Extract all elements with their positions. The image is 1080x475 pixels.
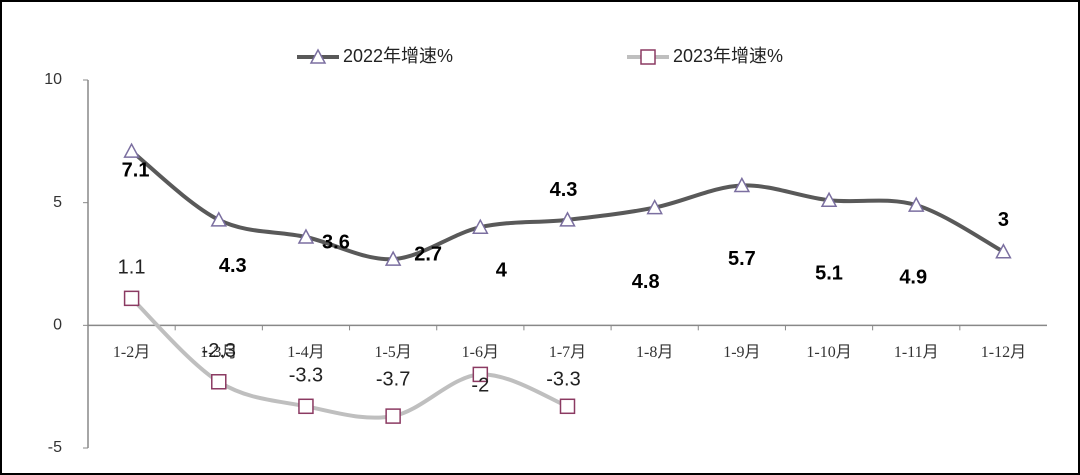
marker [472, 366, 489, 383]
data-label: 1.1 [118, 257, 146, 279]
marker [907, 196, 925, 212]
x-tick-label: 1-9月 [723, 344, 760, 361]
legend-marker [309, 48, 327, 64]
marker [297, 228, 315, 244]
x-tick-label: 1-11月 [894, 344, 939, 361]
marker [559, 398, 576, 415]
x-tick-label: 1-2月 [113, 344, 150, 361]
data-label: 4.9 [899, 266, 927, 288]
marker [298, 398, 314, 415]
data-label: -2 [471, 375, 489, 397]
data-label: -2.3 [202, 340, 236, 362]
data-label: -3.3 [289, 365, 323, 387]
data-label: 3.6 [322, 231, 350, 253]
y-tick-label: 0 [53, 317, 62, 334]
marker [210, 211, 228, 227]
marker [472, 218, 489, 234]
marker [559, 211, 576, 227]
marker [820, 191, 838, 207]
data-label: -3.7 [376, 368, 410, 390]
legend-label: 2023年增速% [673, 46, 783, 66]
marker [384, 250, 402, 266]
legend-marker [640, 49, 656, 65]
data-label: 4 [496, 259, 508, 281]
data-label: 3 [998, 209, 1009, 231]
x-tick-label: 1-5月 [374, 344, 411, 361]
y-tick-label: 10 [44, 71, 62, 88]
x-tick-label: 1-7月 [549, 344, 586, 361]
data-label: 4.3 [550, 179, 578, 201]
x-tick-label: 1-10月 [806, 344, 851, 361]
x-tick-label: 1-4月 [287, 344, 324, 361]
data-label: 5.1 [815, 262, 843, 284]
x-tick-label: 1-8月 [636, 344, 673, 361]
marker [385, 408, 401, 424]
y-tick-label: -5 [48, 439, 62, 456]
data-label: 4.3 [219, 255, 247, 277]
marker [123, 290, 140, 307]
data-label: 4.8 [632, 271, 660, 293]
x-tick-label: 1-3月 [200, 344, 237, 361]
marker [995, 243, 1012, 259]
data-label: 5.7 [728, 248, 756, 270]
marker [733, 176, 751, 193]
marker [123, 142, 140, 158]
data-label: 2.7 [414, 243, 442, 265]
data-label: 7.1 [122, 159, 150, 181]
x-tick-label: 1-6月 [462, 344, 499, 361]
y-tick-label: 5 [53, 194, 62, 211]
data-label: -3.3 [546, 369, 580, 391]
marker [211, 374, 227, 390]
legend-label: 2022年增速% [343, 46, 453, 66]
x-tick-label: 1-12月 [981, 344, 1026, 361]
marker [646, 198, 663, 215]
